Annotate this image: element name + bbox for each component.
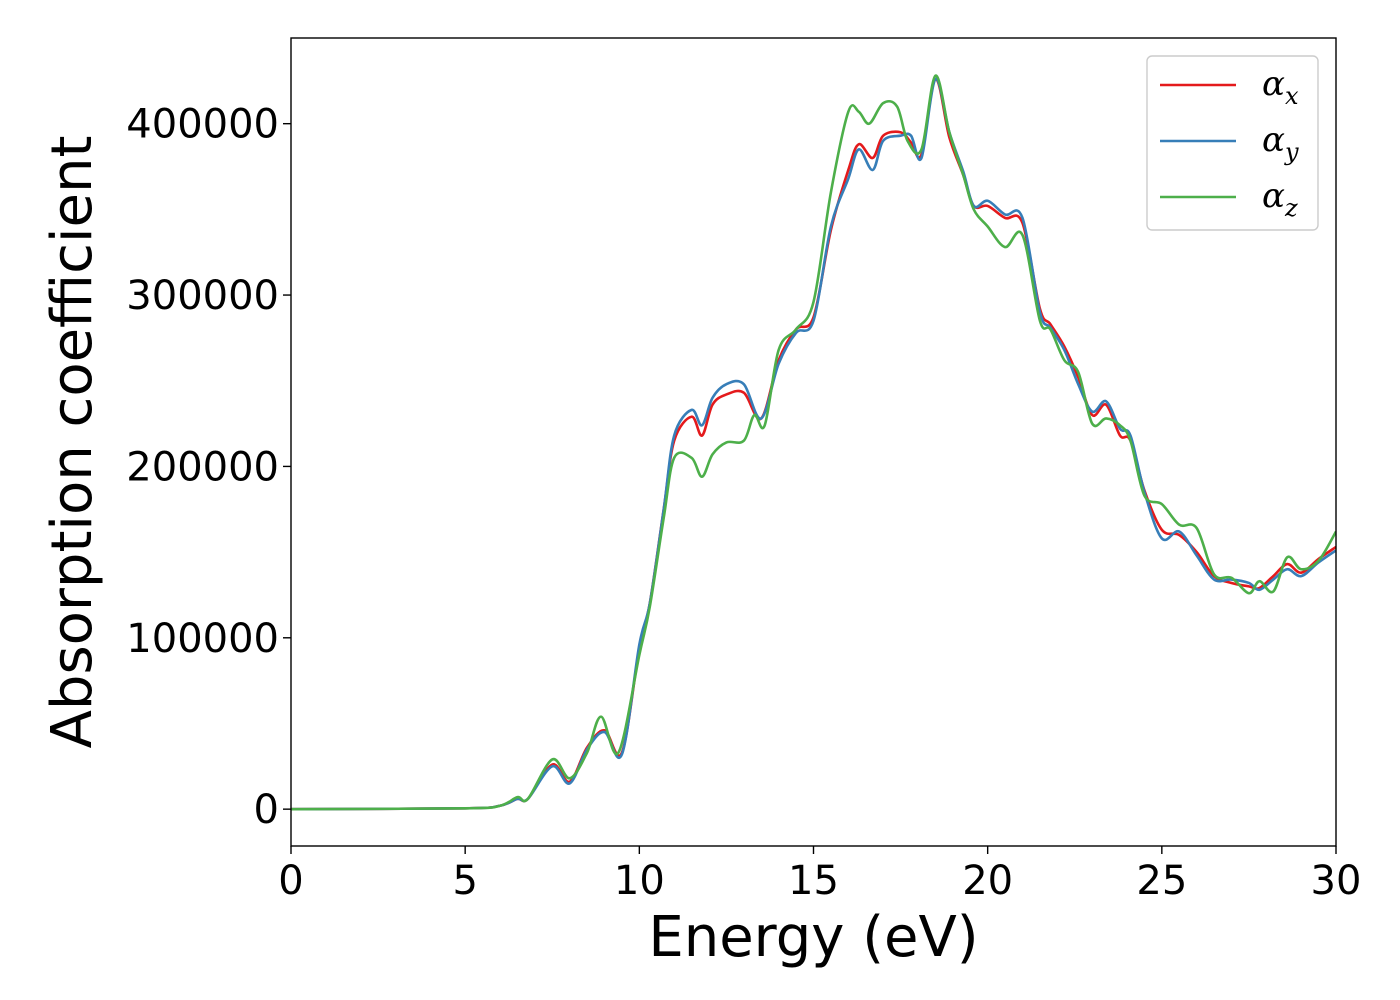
y-tick-label: 100000	[126, 616, 279, 662]
y-tick-label: 300000	[126, 273, 279, 319]
x-axis-title: Energy (eV)	[648, 905, 978, 970]
x-tick-label: 30	[1311, 858, 1362, 904]
y-tick-label: 200000	[126, 444, 279, 490]
y-axis-ticks: 0 100000 200000 300000 400000	[126, 102, 291, 833]
legend-entries: αx αy αz	[1160, 64, 1299, 222]
y-tick-label: 400000	[126, 102, 279, 148]
x-axis-ticks: 0 5 10 15 20 25 30	[278, 846, 1361, 904]
series-line-alpha-y	[291, 77, 1336, 811]
x-tick-label: 20	[962, 858, 1013, 904]
x-tick-label: 10	[614, 858, 665, 904]
legend: αx αy αz	[1146, 55, 1319, 231]
y-axis-title: Absorption coefficient	[40, 136, 105, 749]
legend-box	[1146, 55, 1319, 231]
legend-label: αx	[1262, 64, 1299, 110]
x-tick-label: 0	[278, 858, 303, 904]
legend-entry-alpha-z: αz	[1160, 176, 1298, 222]
legend-label: αz	[1262, 176, 1298, 222]
legend-entry-alpha-y: αy	[1160, 120, 1299, 166]
series-line-alpha-z	[291, 74, 1336, 811]
y-tick-label: 0	[254, 787, 279, 833]
x-tick-label: 15	[788, 858, 839, 904]
x-tick-label: 25	[1136, 858, 1187, 904]
x-tick-label: 5	[452, 858, 477, 904]
legend-label: αy	[1262, 120, 1299, 166]
legend-entry-alpha-x: αx	[1160, 64, 1299, 110]
series-layer	[291, 74, 1336, 811]
